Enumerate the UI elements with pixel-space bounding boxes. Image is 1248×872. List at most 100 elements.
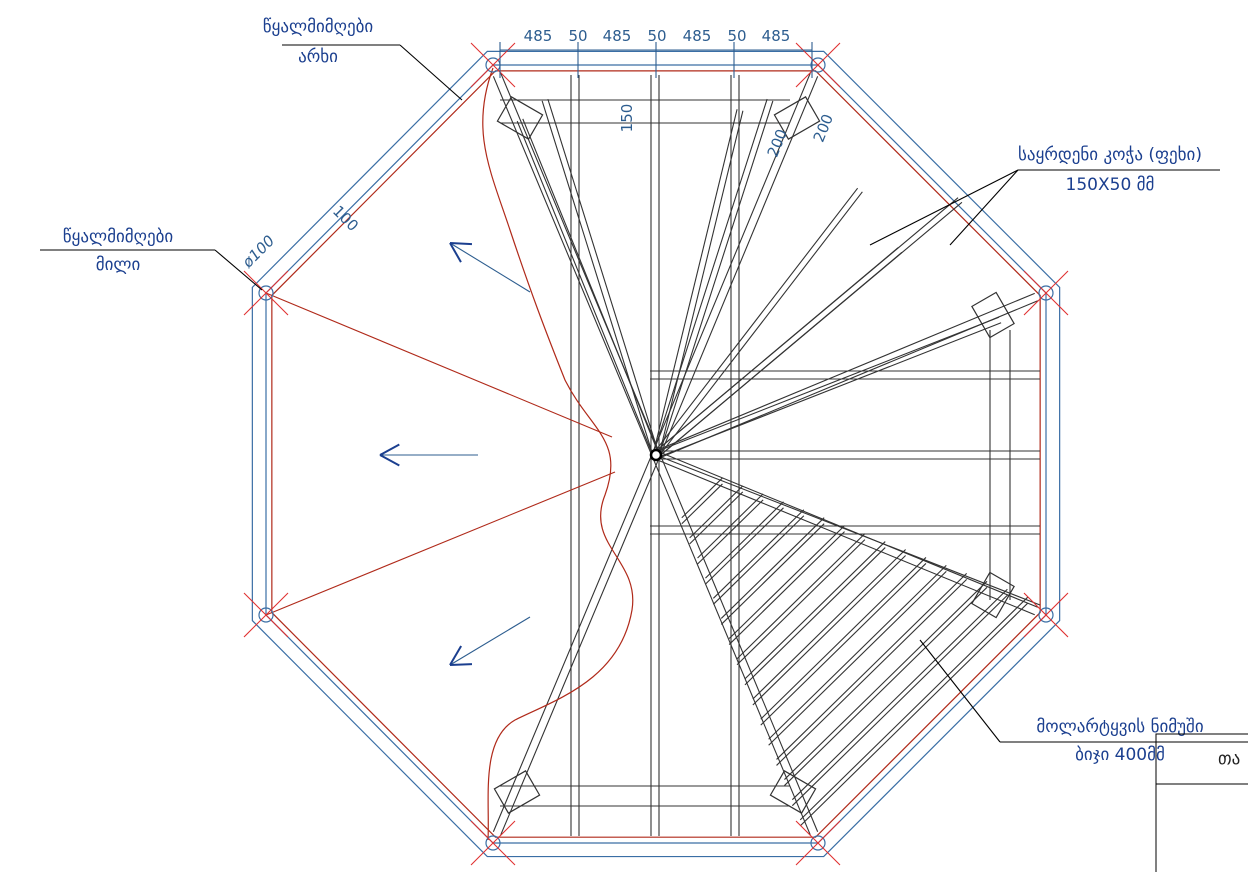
title-block [1155,733,1248,785]
drain-pipe [258,285,274,301]
rafter [492,453,653,832]
arrow-head [449,645,462,666]
pipe-cross [1023,270,1069,316]
rafter [522,118,660,455]
rafter [658,110,744,456]
arrow-head [449,242,462,263]
rafter [657,191,863,458]
rafter [492,76,653,457]
valley [265,292,613,438]
rafter-block [971,291,1015,339]
dimension: 200 [810,111,837,144]
drain-pipe [1038,285,1054,301]
lath [712,509,805,599]
slope-arrow [449,616,531,666]
rafter [652,98,768,455]
rafter [516,120,654,457]
lath [736,533,866,660]
rafter-block [493,770,541,814]
lath [752,555,906,706]
pipe-cross [470,820,516,866]
lath [791,594,1008,807]
lath [768,565,947,740]
lath-edge [655,454,1041,606]
pipe-cross [795,820,841,866]
lath [681,483,723,525]
pipe-cross [243,270,289,316]
dimension: 50 [727,27,746,45]
rafter [654,292,1035,452]
gutter-label: წყალმიმღები [263,17,373,37]
valley-curve [482,67,634,841]
dimension: ø100 [238,232,278,272]
dimension: 485 [603,27,632,45]
pipe-label: მილი [96,255,141,275]
lath [752,549,906,700]
rafter [653,247,899,454]
drain-pipe [810,57,826,73]
lath [705,507,784,585]
lath [681,477,723,519]
drain-pipe [485,835,501,851]
dimension: 485 [683,27,712,45]
leader [214,249,263,291]
rafter [652,109,738,455]
dimension: 200 [764,126,791,159]
rafter-block [496,96,544,140]
lath [705,501,784,579]
rafter [653,187,859,454]
leader [869,169,1019,246]
eave-line [271,70,1041,838]
lath [697,499,764,565]
lathing-label: ბიჯი 400მმ [1075,745,1165,765]
lath [720,517,825,619]
lath [744,547,886,686]
dimension: 50 [647,27,666,45]
dimension: 100 [329,202,362,235]
rafter-block [773,96,821,140]
lath [689,491,744,545]
arrow-head [379,454,400,467]
dimension: 485 [762,27,791,45]
lath [768,571,947,746]
lath [736,539,866,666]
rafter [656,322,1002,459]
lath [784,580,988,780]
lath [776,572,968,760]
rafter [500,456,661,836]
lath [791,588,1008,801]
lath [728,531,845,645]
dimension: 50 [568,27,587,45]
drain-pipe [810,835,826,851]
rafter [657,251,903,458]
lath [799,596,1029,821]
rafter [654,316,1000,453]
leader [949,169,1019,246]
rafter [547,98,660,455]
arrow-head [449,242,473,246]
dimension: 150 [618,104,636,133]
dimension: 485 [524,27,553,45]
lathing-label: მოლარტყვის ნიმუში [1036,717,1203,737]
lath [760,563,927,726]
rafter-block [769,770,817,814]
ridge-point [649,448,663,462]
leader [919,639,1001,743]
lath [689,485,744,539]
lath [799,602,1029,827]
pipe-label: წყალმიმღები [63,227,173,247]
leader [399,44,463,101]
title-block-text: თა [1218,749,1240,769]
lath [784,586,988,786]
lath [712,515,805,605]
gutter-label: არხი [298,47,338,67]
drain-pipe [1038,607,1054,623]
lath [728,525,845,639]
gutter-outer [251,50,1061,858]
pipe-cross [243,592,289,638]
rafter-label: საყრდენი კოჭა (ფეხი) [1018,145,1202,165]
lath [776,578,968,766]
pipe-cross [795,42,841,88]
pipe-cross [1023,592,1069,638]
rafter [541,100,654,457]
